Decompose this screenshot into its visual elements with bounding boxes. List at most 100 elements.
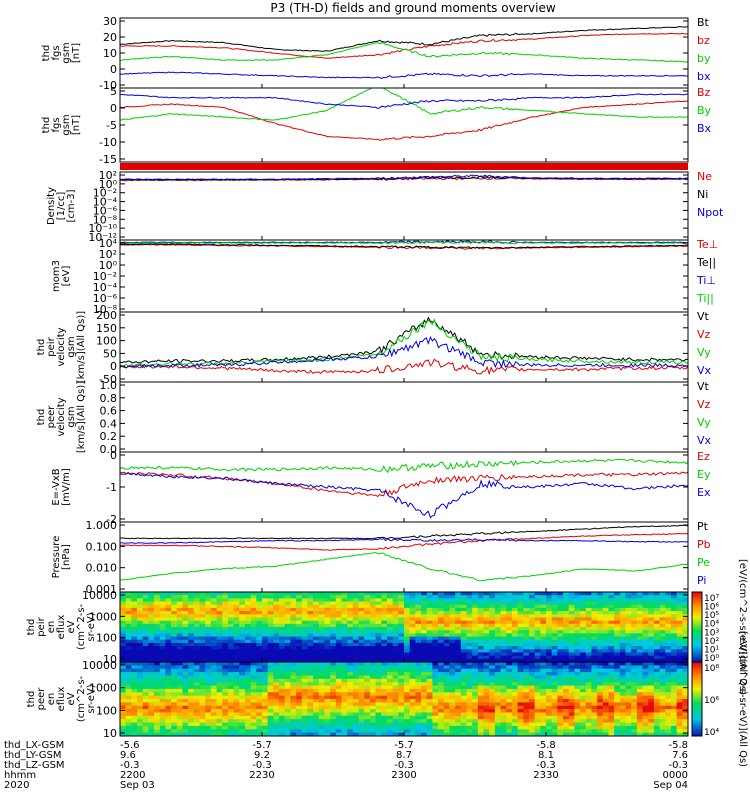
spectrogram-cell	[256, 617, 263, 622]
spectrogram-cell	[324, 699, 331, 703]
spectrogram-cell	[540, 725, 547, 730]
spectrogram-cell	[460, 695, 467, 700]
spectrogram-cell	[528, 646, 536, 650]
spectrogram-cell	[347, 620, 354, 625]
spectrogram-cell	[244, 709, 252, 713]
spectrogram-cell	[551, 595, 558, 599]
spectrogram-cell	[165, 692, 172, 697]
spectrogram-cell	[148, 685, 155, 690]
spectrogram-cell	[398, 702, 405, 707]
spectrogram-cell	[477, 614, 484, 618]
spectrogram-cell	[318, 642, 325, 647]
spectrogram-cell	[222, 672, 229, 676]
spectrogram-cell	[426, 642, 433, 647]
spectrogram-cell	[517, 601, 524, 606]
spectrogram-cell	[216, 630, 223, 634]
spectrogram-cell	[614, 633, 621, 637]
spectrogram-cell	[335, 675, 342, 680]
spectrogram-cell	[557, 592, 564, 596]
spectrogram-cell	[142, 617, 149, 622]
spectrogram-cell	[279, 715, 286, 720]
spectrogram-cell	[199, 662, 206, 666]
spectrogram-cell	[301, 598, 308, 602]
spectrogram-cell	[653, 695, 660, 700]
spectrogram-cell	[653, 636, 660, 641]
colorbar-cell	[692, 593, 702, 596]
spectrogram-cell	[466, 636, 473, 641]
spectrogram-cell	[557, 598, 564, 602]
spectrogram-cell	[364, 732, 371, 737]
y-tick-label: 5	[110, 85, 117, 98]
spectrogram-cell	[659, 682, 666, 686]
spectrogram-cell	[443, 592, 450, 596]
spectrogram-cell	[188, 642, 195, 647]
spectrogram-cell	[256, 688, 263, 693]
spectrogram-cell	[307, 655, 314, 660]
y-tick-label: 10⁻⁸	[93, 213, 118, 226]
spectrogram-cell	[682, 729, 689, 734]
spectrogram-cell	[665, 709, 672, 713]
spectrogram-cell	[301, 639, 308, 644]
y-tick-label: 150	[96, 322, 117, 335]
spectrogram-cell	[636, 627, 643, 631]
spectrogram-cell	[415, 662, 422, 666]
spectrogram-cell	[284, 722, 291, 727]
spectrogram-cell	[273, 712, 280, 717]
spectrogram-cell	[489, 688, 496, 693]
spectrogram-cell	[568, 699, 575, 703]
spectrogram-cell	[625, 732, 632, 737]
spectrogram-cell	[483, 705, 490, 710]
spectrogram-cell	[279, 658, 286, 663]
spectrogram-cell	[120, 699, 127, 703]
spectrogram-cell	[347, 665, 354, 670]
spectrogram-cell	[682, 688, 689, 693]
spectrogram-cell	[500, 675, 507, 680]
spectrogram-cell	[392, 722, 399, 727]
spectrogram-cell	[210, 709, 217, 713]
spectrogram-cell	[580, 611, 587, 615]
spectrogram-cell	[494, 725, 501, 730]
spectrogram-cell	[182, 695, 189, 700]
spectrogram-cell	[602, 719, 609, 723]
spectrogram-cell	[466, 630, 473, 634]
spectrogram-cell	[318, 695, 325, 700]
spectrogram-cell	[369, 682, 376, 686]
spectrogram-cell	[250, 675, 257, 680]
spectrogram-cell	[227, 725, 234, 730]
spectrogram-cell	[608, 595, 615, 599]
spectrogram-cell	[176, 685, 183, 690]
spectrogram-cell	[381, 682, 388, 686]
spectrogram-cell	[239, 592, 246, 596]
spectrogram-cell	[449, 678, 456, 683]
spectrogram-cell	[171, 607, 178, 612]
spectrogram-cell	[438, 627, 445, 631]
spectrogram-cell	[256, 732, 263, 737]
spectrogram-cell	[171, 655, 178, 660]
spectrogram-cell	[449, 729, 456, 734]
spectrogram-cell	[506, 658, 513, 663]
spectrogram-cell	[602, 729, 609, 734]
spectrogram-cell	[341, 604, 348, 609]
spectrogram-cell	[574, 685, 581, 690]
spectrogram-cell	[563, 722, 570, 727]
y-tick-label: 100	[96, 704, 117, 717]
spectrogram-cell	[523, 722, 530, 727]
spectrogram-cell	[534, 652, 541, 657]
spectrogram-cell	[517, 672, 524, 676]
spectrogram-cell	[307, 678, 314, 683]
spectrogram-cell	[551, 592, 558, 596]
spectrogram-cell	[301, 702, 308, 707]
spectrogram-cell	[341, 695, 348, 700]
spectrogram-cell	[182, 675, 189, 680]
spectrogram-cell	[426, 620, 433, 625]
spectrogram-cell	[182, 655, 189, 660]
spectrogram-cell	[142, 652, 149, 657]
spectrogram-cell	[523, 652, 530, 657]
spectrogram-cell	[540, 614, 547, 618]
spectrogram-cell	[256, 598, 263, 602]
spectrogram-cell	[313, 623, 320, 628]
spectrogram-cell	[313, 719, 320, 723]
spectrogram-cell	[330, 595, 337, 599]
spectrogram-cell	[244, 725, 252, 730]
spectrogram-cell	[210, 699, 217, 703]
